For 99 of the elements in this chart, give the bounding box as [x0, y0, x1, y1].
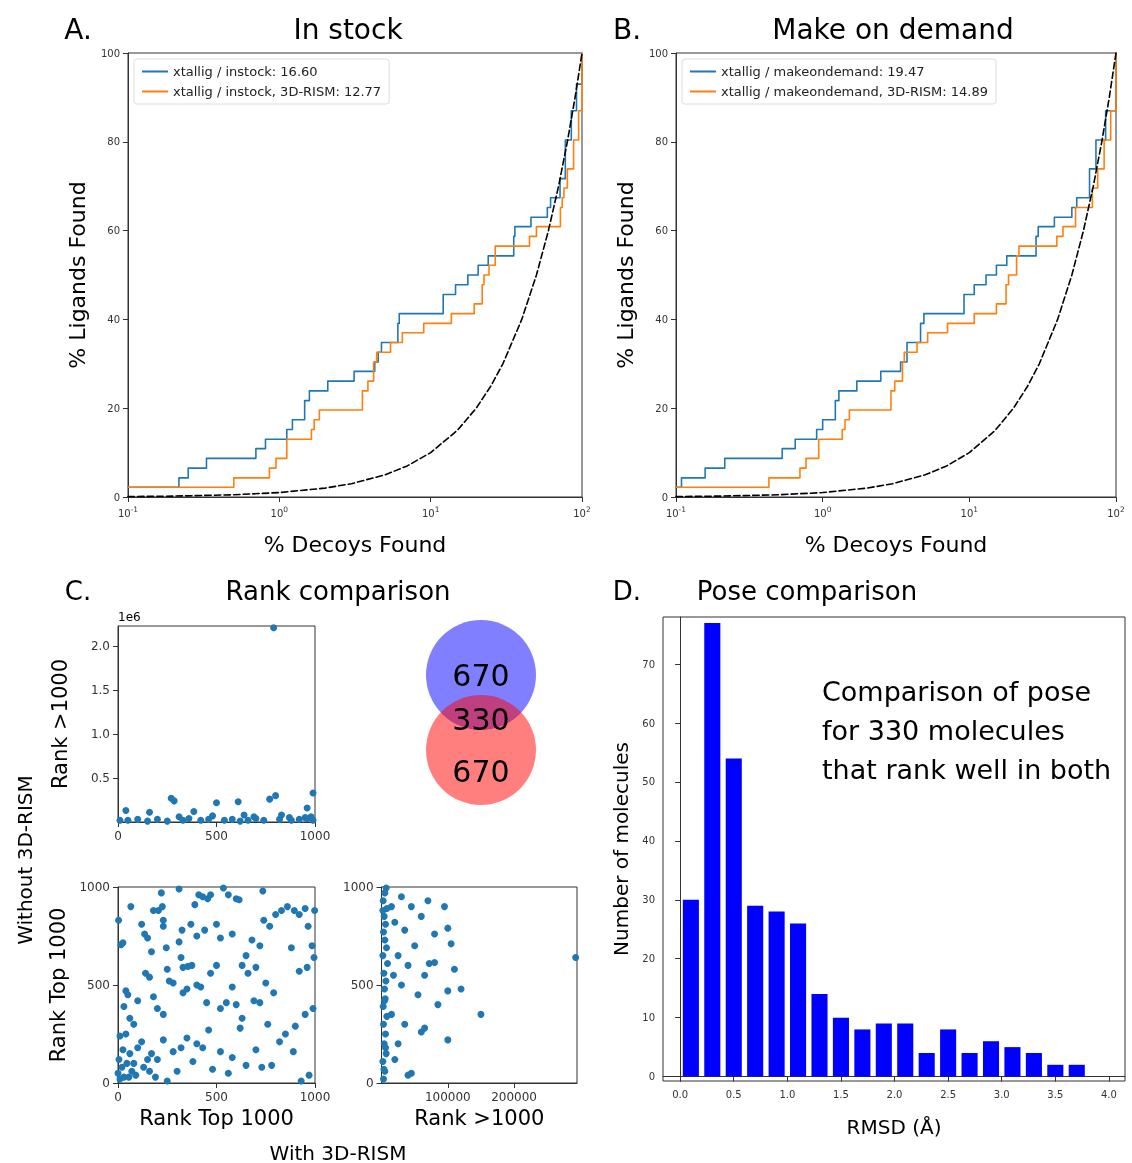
y-tick-label: 80 [655, 136, 668, 148]
chart-title: Make on demand [772, 12, 1014, 47]
y-tick-label: 50 [642, 776, 655, 788]
x-axis-title: Rank >1000 [414, 1106, 545, 1131]
y-tick-label: 100 [100, 47, 120, 59]
y-tick-label: 0 [661, 491, 668, 503]
x-tick-label: 3.0 [993, 1088, 1010, 1100]
text: D. [612, 576, 642, 607]
point [197, 816, 205, 824]
point [153, 815, 161, 823]
y-tick-label: 30 [642, 894, 655, 906]
text: B. [612, 12, 642, 47]
point [122, 807, 130, 815]
y-tick-label: 2.0 [90, 639, 110, 654]
y-tick-label: 1.5 [90, 683, 110, 698]
x-axis-title: Rank Top 1000 [139, 1106, 294, 1131]
y-tick-label: 20 [107, 402, 120, 414]
text: 330 [452, 701, 510, 738]
y-tick-label: 40 [642, 835, 655, 847]
point [244, 816, 252, 824]
x-tick-label: 2.5 [940, 1088, 957, 1100]
x-tick-label: 1000 [299, 829, 331, 843]
y-tick-label: 500 [87, 978, 110, 992]
y-tick-label: 20 [642, 953, 655, 965]
point [163, 817, 171, 825]
x-tick-label: 0.5 [725, 1088, 742, 1100]
y-axis-title: Rank >1000 [47, 658, 72, 790]
point [116, 816, 124, 824]
point [228, 815, 236, 823]
y-tick-label: 0 [648, 1071, 655, 1083]
text: C. [64, 576, 92, 607]
legend-label: xtallig / instock: 16.60 [173, 64, 318, 79]
text: 670 [452, 753, 510, 790]
y-tick-label: 1.0 [90, 727, 110, 742]
y-tick-label: 0.5 [90, 771, 110, 786]
text: A. [64, 12, 92, 47]
x-tick-label: 4.0 [1100, 1088, 1117, 1100]
text: 1e6 [118, 609, 141, 627]
x-tick-label: 0.0 [672, 1088, 689, 1100]
legend-label: xtallig / instock, 3D-RISM: 12.77 [173, 84, 382, 99]
y-tick-label: 0 [365, 1076, 374, 1090]
point [295, 815, 303, 823]
y-tick-label: 70 [642, 658, 655, 670]
chart-title: Pose comparison [696, 576, 918, 607]
y-axis-title: % Ligands Found [64, 181, 90, 369]
y-axis-title: Rank Top 1000 [46, 907, 71, 1063]
y-tick-label: 60 [107, 225, 120, 237]
legend-label: xtallig / makeondemand, 3D-RISM: 14.89 [721, 84, 989, 99]
y-tick-label: 40 [107, 313, 120, 325]
point [124, 816, 132, 824]
point [190, 807, 198, 815]
point [266, 795, 274, 803]
y-tick-label: 0 [113, 491, 120, 503]
point [272, 792, 280, 800]
y-tick-label: 10 [642, 1012, 655, 1024]
y-tick-label: 100 [648, 47, 668, 59]
point [179, 816, 187, 824]
y-tick-label: 40 [655, 313, 668, 325]
y-tick-label: 1000 [342, 880, 374, 894]
x-axis-title: % Decoys Found [263, 531, 447, 557]
x-axis-title: % Decoys Found [804, 531, 988, 557]
text: 670 [452, 657, 510, 694]
x-tick-label: 500 [205, 829, 228, 843]
x-axis-title: RMSD (Å) [846, 1115, 942, 1139]
x-tick-label: 2.0 [886, 1088, 903, 1100]
point [276, 815, 284, 823]
x-tick-label: 500 [205, 1090, 228, 1104]
x-tick-label: 1.5 [832, 1088, 849, 1100]
x-tick-label: 200000 [491, 1090, 537, 1104]
point [185, 814, 193, 822]
y-tick-label: 20 [655, 402, 668, 414]
point [213, 799, 220, 807]
y-tick-label: 60 [655, 225, 668, 237]
chart-title: Rank comparison [225, 576, 451, 607]
point [144, 817, 152, 825]
x-tick-label: 100000 [424, 1090, 471, 1104]
x-tick-label: 1.0 [779, 1088, 796, 1100]
x-tick-label: 1000 [299, 1090, 331, 1104]
y-tick-label: 500 [350, 978, 374, 992]
text: Without 3D-RISM [12, 775, 37, 945]
y-tick-label: 60 [642, 717, 655, 729]
annotation: Comparison of pose for 330 molecules that rank well in both [822, 675, 1112, 788]
point [220, 816, 228, 824]
point [146, 808, 154, 816]
point [260, 816, 268, 824]
text: With 3D-RISM [269, 1140, 407, 1163]
point [234, 798, 242, 806]
x-tick-label: 3.5 [1047, 1088, 1064, 1100]
y-tick-label: 80 [107, 136, 120, 148]
point [270, 624, 278, 632]
point [134, 815, 142, 823]
y-tick-label: 0 [102, 1076, 110, 1090]
y-tick-label: 1000 [79, 880, 110, 894]
legend-label: xtallig / makeondemand: 19.47 [721, 64, 925, 79]
y-axis-title: % Ligands Found [612, 181, 638, 369]
point [236, 817, 244, 825]
y-axis-title: Number of molecules [609, 742, 634, 956]
point [205, 815, 213, 823]
chart-title: In stock [293, 12, 403, 47]
